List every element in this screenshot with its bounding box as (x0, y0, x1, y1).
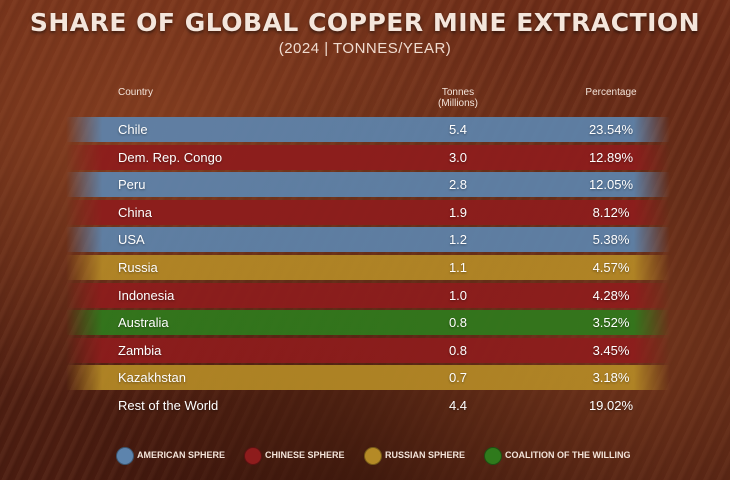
cell-country: Kazakhstan (118, 370, 186, 386)
row-sphere-band (66, 227, 670, 253)
legend-swatch-chinese (244, 447, 262, 465)
cell-percentage: 8.12% (592, 204, 630, 220)
row-sphere-band (66, 172, 670, 198)
cell-tonnes: 1.9 (448, 204, 468, 220)
column-header-percentage: Percentage (585, 87, 637, 98)
cell-country: Indonesia (118, 287, 175, 303)
table-row: Rest of the World 4.4 19.02% (66, 393, 670, 418)
legend-swatch-american (116, 447, 134, 465)
cell-percentage: 12.89% (588, 149, 634, 165)
table-row: USA 1.2 5.38% (66, 227, 670, 253)
table-row: Kazakhstan 0.7 3.18% (66, 365, 670, 391)
table-row: Peru 2.8 12.05% (66, 172, 670, 198)
cell-tonnes: 1.1 (448, 260, 468, 275)
cell-country: Dem. Rep. Congo (118, 149, 223, 165)
row-sphere-band (66, 199, 670, 225)
chart-title: SHARE OF GLOBAL COPPER MINE EXTRACTION (29, 8, 701, 37)
cell-tonnes: 0.8 (448, 342, 468, 358)
table-row: Australia 0.8 3.52% (66, 310, 670, 336)
cell-tonnes: 3.0 (448, 149, 468, 165)
table-row: Russia 1.1 4.57% (66, 255, 670, 280)
column-header-tonnes-line2: (Millions) (438, 98, 478, 109)
cell-percentage: 3.45% (592, 342, 630, 358)
cell-country: Rest of the World (118, 398, 219, 413)
column-header-tonnes: Tonnes (Millions) (418, 87, 498, 109)
cell-percentage: 5.38% (592, 232, 630, 248)
legend-swatch-russian (364, 447, 382, 465)
legend-swatch-coalition (484, 447, 502, 465)
row-sphere-band (66, 365, 670, 391)
cell-country: Zambia (118, 342, 162, 358)
cell-percentage: 23.54% (588, 122, 634, 137)
table-row: China 1.9 8.12% (66, 199, 670, 225)
legend-label: RUSSIAN SPHERE (385, 450, 466, 460)
cell-country: Peru (118, 177, 146, 193)
cell-tonnes: 2.8 (448, 177, 468, 193)
column-header-country: Country (118, 87, 154, 98)
column-header-tonnes-line1: Tonnes (441, 87, 475, 98)
row-sphere-band (66, 337, 670, 363)
cell-tonnes: 1.0 (448, 287, 468, 303)
legend-label: COALITION OF THE WILLING (505, 450, 631, 460)
cell-percentage: 4.28% (592, 287, 630, 303)
chart-subtitle: (2024 | TONNES/YEAR) (278, 40, 452, 57)
cell-tonnes: 1.2 (448, 232, 468, 248)
cell-percentage: 12.05% (588, 177, 634, 193)
cell-country: Australia (118, 315, 169, 331)
cell-tonnes: 0.7 (448, 370, 468, 386)
legend: AMERICAN SPHERE CHINESE SPHERE RUSSIAN S… (0, 446, 730, 466)
legend-label: AMERICAN SPHERE (137, 450, 226, 460)
cell-percentage: 4.57% (592, 260, 630, 275)
row-sphere-band (66, 310, 670, 336)
table-row: Dem. Rep. Congo 3.0 12.89% (66, 144, 670, 170)
cell-country: China (118, 204, 152, 220)
cell-country: USA (118, 232, 145, 248)
table-row: Chile 5.4 23.54% (66, 117, 670, 142)
cell-percentage: 19.02% (588, 398, 634, 413)
legend-label: CHINESE SPHERE (265, 450, 345, 460)
cell-tonnes: 5.4 (448, 122, 468, 137)
cell-tonnes: 0.8 (448, 315, 468, 331)
row-sphere-band (66, 117, 670, 142)
cell-country: Chile (118, 122, 148, 137)
table-row: Zambia 0.8 3.45% (66, 337, 670, 363)
row-sphere-band (66, 255, 670, 280)
cell-tonnes: 4.4 (448, 398, 468, 413)
cell-country: Russia (118, 260, 158, 275)
row-sphere-band (66, 282, 670, 308)
table-row: Indonesia 1.0 4.28% (66, 282, 670, 308)
row-sphere-band (66, 144, 670, 170)
cell-percentage: 3.18% (592, 370, 630, 386)
cell-percentage: 3.52% (592, 315, 630, 331)
